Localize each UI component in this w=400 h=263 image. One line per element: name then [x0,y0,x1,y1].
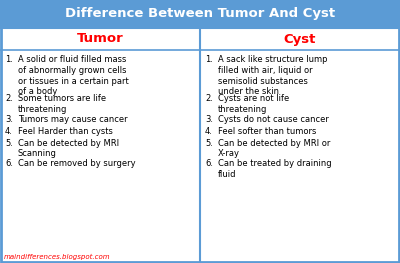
Text: 4.: 4. [205,127,213,136]
Text: 2.: 2. [205,94,213,103]
Text: maindifferences.blogspot.com: maindifferences.blogspot.com [4,254,111,260]
Text: Difference Between Tumor And Cyst: Difference Between Tumor And Cyst [65,8,335,21]
Text: 1.: 1. [205,55,213,64]
Text: Feel Harder than cysts: Feel Harder than cysts [18,127,113,136]
Text: Cysts are not life
threatening: Cysts are not life threatening [218,94,289,114]
Text: 5.: 5. [205,139,213,148]
Text: Can be detected by MRI
Scanning: Can be detected by MRI Scanning [18,139,119,158]
Text: Some tumors are life
threatening: Some tumors are life threatening [18,94,106,114]
Text: 4.: 4. [5,127,13,136]
Text: 3.: 3. [205,115,213,124]
Text: 6.: 6. [5,159,13,169]
Text: Can be removed by surgery: Can be removed by surgery [18,159,136,169]
Text: 3.: 3. [5,115,13,124]
Text: A sack like structure lump
filled with air, liquid or
semisolid substances
under: A sack like structure lump filled with a… [218,55,328,96]
Text: Can be treated by draining
fluid: Can be treated by draining fluid [218,159,332,179]
Text: 2.: 2. [5,94,13,103]
Text: Can be detected by MRI or
X-ray: Can be detected by MRI or X-ray [218,139,330,158]
Text: A solid or fluid filled mass
of abnormally grown cells
or tissues in a certain p: A solid or fluid filled mass of abnormal… [18,55,129,96]
Bar [0,0,400,28]
Text: Tumors may cause cancer: Tumors may cause cancer [18,115,128,124]
Text: 5.: 5. [5,139,13,148]
Text: 6.: 6. [205,159,213,169]
Text: Cysts do not cause cancer: Cysts do not cause cancer [218,115,329,124]
Text: Cyst: Cyst [284,33,316,45]
Text: Tumor: Tumor [77,33,123,45]
Text: Feel softer than tumors: Feel softer than tumors [218,127,316,136]
Text: 1.: 1. [5,55,13,64]
